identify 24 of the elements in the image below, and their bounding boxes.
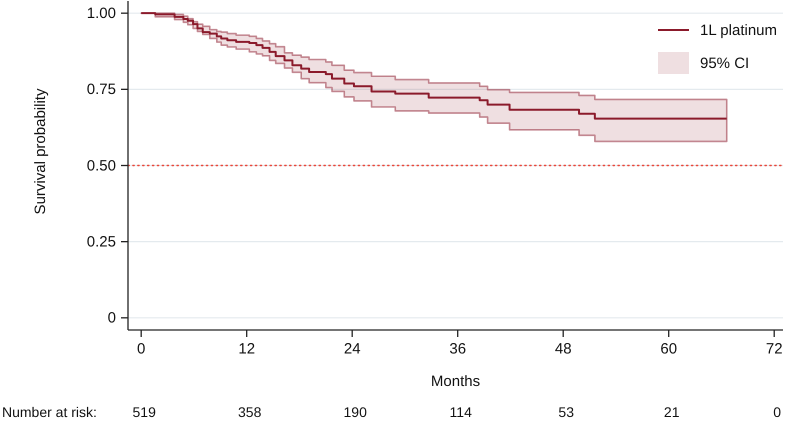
text: 519 xyxy=(132,404,156,420)
text: 114 xyxy=(450,404,472,420)
y-tick-label: 0.75 xyxy=(86,81,116,98)
y-tick-label: 0 xyxy=(108,310,116,327)
y-axis-title: Survival probability xyxy=(32,88,49,214)
x-axis-title: Months xyxy=(430,373,480,390)
text: 53 xyxy=(558,404,574,420)
y-tick-label: 1.00 xyxy=(86,4,116,22)
text: 358 xyxy=(238,404,262,420)
x-tick-label: 48 xyxy=(554,340,572,358)
text: 190 xyxy=(344,404,368,420)
legend-label: 1L platinum xyxy=(700,22,777,39)
x-tick-label: 60 xyxy=(660,340,678,358)
x-tick-label: 24 xyxy=(344,340,361,358)
text: 0 xyxy=(773,404,782,420)
y-tick-label: 0.50 xyxy=(86,157,116,174)
annotation: 95% CI xyxy=(700,55,750,72)
x-tick-label: 12 xyxy=(238,340,256,358)
y-tick-label: 0.25 xyxy=(86,233,116,250)
text: 21 xyxy=(664,404,680,420)
x-tick-label: 72 xyxy=(766,340,783,358)
x-tick-label: 36 xyxy=(449,340,466,358)
x-tick-label: 0 xyxy=(137,340,146,358)
text: Number at risk: xyxy=(2,404,97,420)
